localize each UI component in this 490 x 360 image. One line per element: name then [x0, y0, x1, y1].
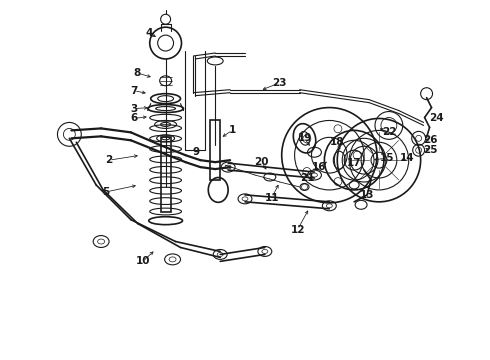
- Text: 20: 20: [255, 157, 269, 167]
- Text: 1: 1: [228, 125, 236, 135]
- Text: 17: 17: [347, 158, 362, 168]
- Text: 2: 2: [105, 155, 113, 165]
- Bar: [161, 137, 171, 212]
- Text: 13: 13: [360, 190, 374, 200]
- Text: 9: 9: [193, 147, 200, 157]
- Text: 21: 21: [300, 173, 315, 183]
- Text: 3: 3: [130, 104, 138, 113]
- Text: 11: 11: [265, 193, 279, 203]
- Text: 5: 5: [102, 187, 110, 197]
- Text: 7: 7: [130, 86, 138, 96]
- Text: 10: 10: [136, 256, 150, 266]
- Text: 8: 8: [133, 68, 141, 78]
- Text: 19: 19: [297, 133, 312, 143]
- Text: 23: 23: [272, 78, 287, 88]
- Text: 26: 26: [423, 135, 438, 145]
- Text: 22: 22: [382, 127, 396, 138]
- Text: 6: 6: [130, 113, 138, 123]
- Text: 24: 24: [429, 113, 444, 123]
- Bar: [210, 121, 220, 180]
- Text: 16: 16: [312, 162, 327, 172]
- Text: 18: 18: [330, 137, 344, 147]
- Text: 14: 14: [399, 153, 414, 163]
- Text: 25: 25: [423, 145, 438, 155]
- Text: 12: 12: [291, 225, 305, 235]
- Text: 15: 15: [380, 153, 394, 163]
- Text: 4: 4: [145, 28, 152, 38]
